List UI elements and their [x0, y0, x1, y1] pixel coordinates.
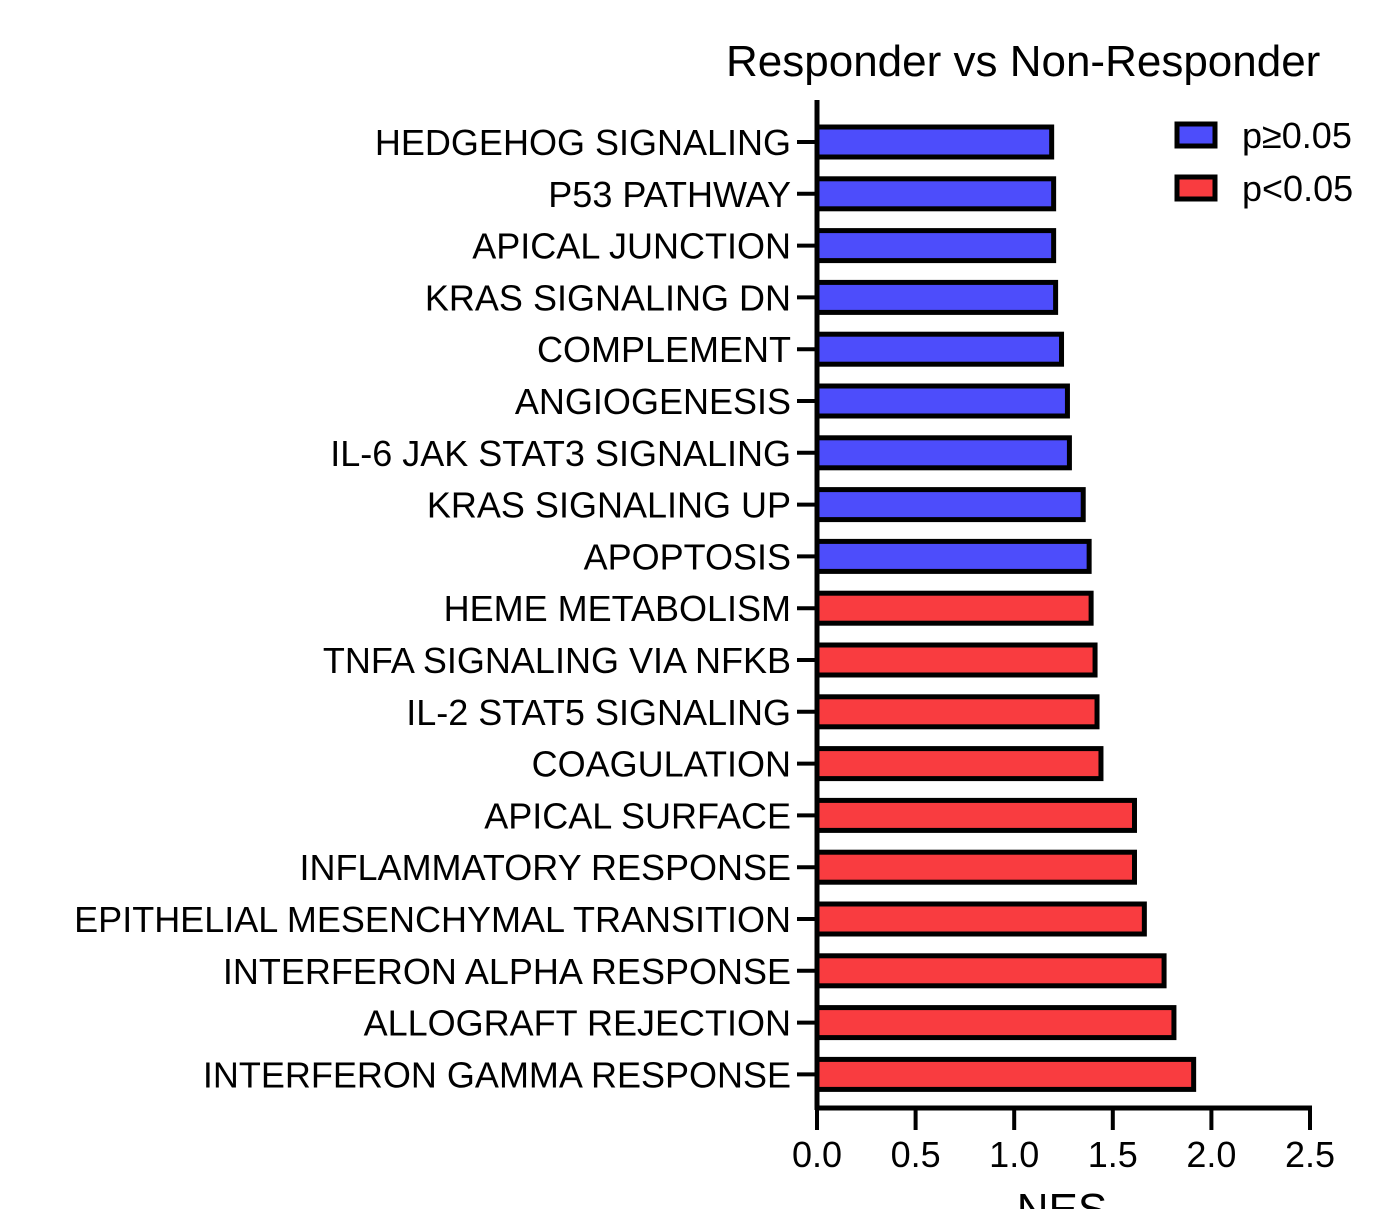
y-tick-label: ALLOGRAFT REJECTION	[364, 1003, 791, 1044]
y-tick-label: INFLAMMATORY RESPONSE	[300, 847, 791, 888]
y-tick-label: EPITHELIAL MESENCHYMAL TRANSITION	[74, 899, 791, 940]
x-tick-label: 2.0	[1186, 1134, 1236, 1175]
x-axis-label: NES	[1017, 1185, 1107, 1209]
bar	[814, 797, 1137, 833]
bar	[814, 435, 1072, 471]
bars-layer	[814, 124, 1197, 1092]
bar	[814, 176, 1057, 212]
bar	[814, 487, 1086, 523]
legend: p≥0.05 p<0.05	[1174, 115, 1353, 209]
legend-label: p<0.05	[1242, 168, 1353, 209]
bar	[814, 1005, 1177, 1041]
y-tick-label: KRAS SIGNALING DN	[425, 277, 791, 318]
chart-title: Responder vs Non-Responder	[726, 37, 1320, 86]
y-tick-label: P53 PATHWAY	[548, 174, 791, 215]
bar	[814, 383, 1070, 419]
bar	[814, 849, 1137, 885]
y-tick-label: IL-6 JAK STAT3 SIGNALING	[330, 433, 791, 474]
bar	[814, 331, 1065, 367]
bar	[814, 1056, 1197, 1092]
x-tick-label: 1.0	[989, 1134, 1039, 1175]
x-tick-label: 0.5	[891, 1134, 941, 1175]
y-axis: HEDGEHOG SIGNALING P53 PATHWAY APICAL JUNC…	[74, 100, 820, 1110]
legend-swatch	[1174, 121, 1218, 149]
y-tick-label: IL-2 STAT5 SIGNALING	[406, 692, 791, 733]
x-tick-label: 1.5	[1088, 1134, 1138, 1175]
y-tick-label: INTERFERON ALPHA RESPONSE	[223, 951, 791, 992]
bar	[814, 538, 1092, 574]
y-tick-label: TNFA SIGNALING VIA NFKB	[323, 640, 791, 681]
y-tick-label: INTERFERON GAMMA RESPONSE	[203, 1054, 791, 1095]
y-tick-label: APICAL SURFACE	[484, 795, 791, 836]
y-tick-label: APICAL JUNCTION	[472, 226, 791, 267]
bar	[814, 901, 1147, 937]
bar	[814, 279, 1059, 315]
bar	[814, 590, 1094, 626]
bar	[814, 642, 1098, 678]
y-tick-label: ANGIOGENESIS	[515, 381, 791, 422]
x-axis: 0.0 0.5 1.0 1.5 2.0 2.5	[792, 1105, 1335, 1175]
y-tick-label: COMPLEMENT	[537, 329, 791, 370]
x-tick-label: 2.5	[1285, 1134, 1335, 1175]
legend-swatch	[1174, 174, 1218, 202]
x-tick-label: 0.0	[792, 1134, 842, 1175]
bar	[814, 746, 1104, 782]
y-tick-label: KRAS SIGNALING UP	[427, 485, 791, 526]
y-tick-label: HEDGEHOG SIGNALING	[375, 122, 791, 163]
bar	[814, 953, 1167, 989]
bar	[814, 124, 1055, 160]
bar	[814, 228, 1057, 264]
bar	[814, 694, 1100, 730]
y-tick-label: COAGULATION	[532, 744, 791, 785]
y-tick-label: APOPTOSIS	[584, 536, 791, 577]
legend-label: p≥0.05	[1242, 115, 1352, 156]
y-tick-label: HEME METABOLISM	[444, 588, 791, 629]
